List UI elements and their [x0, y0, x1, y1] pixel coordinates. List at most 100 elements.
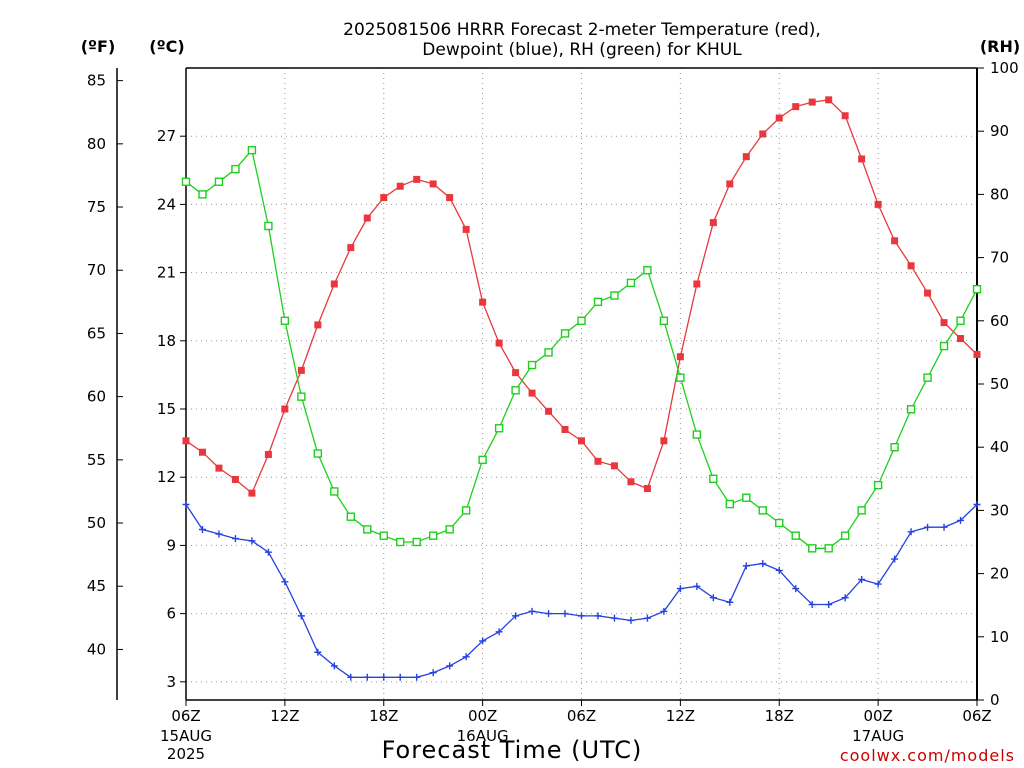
dewpoint-line [185, 504, 978, 678]
rh-tick-label: 20 [990, 565, 1009, 583]
rh-point [527, 360, 537, 370]
dewpoint-point [215, 530, 223, 538]
dewpoint-point [264, 548, 272, 556]
rh-point [412, 537, 421, 547]
celsius-tick-label: 12 [157, 468, 176, 486]
rh-point [742, 493, 751, 502]
rh-point [560, 329, 570, 338]
x-date-label: 15AUG [160, 727, 212, 745]
x-tick-label: 06Z [567, 707, 596, 725]
dewpoint-point [940, 523, 948, 531]
x-tick-label: 12Z [666, 707, 695, 725]
dewpoint-point [363, 673, 371, 681]
temperature-point [627, 478, 635, 486]
temperature-point [891, 237, 899, 245]
rh-point [264, 221, 273, 231]
fahrenheit-tick-label: 80 [87, 135, 106, 153]
rh-point [280, 316, 290, 325]
dewpoint-point [396, 673, 404, 681]
fahrenheit-tick-label: 85 [87, 72, 106, 90]
celsius-tick-label: 21 [157, 264, 176, 282]
fahrenheit-tick-label: 40 [87, 640, 106, 658]
temperature-point [429, 180, 437, 188]
dewpoint-point [413, 673, 421, 681]
temperature-point [759, 130, 767, 138]
celsius-tick-label: 18 [157, 332, 176, 350]
dewpoint-series [182, 500, 981, 681]
x-tick-label: 00Z [863, 707, 892, 725]
temperature-point [330, 280, 338, 288]
rh-point [247, 145, 257, 155]
temperature-point [742, 153, 750, 161]
temperature-point [643, 485, 651, 493]
rh-tick-label: 30 [990, 501, 1009, 519]
temperature-point [610, 462, 618, 470]
rh-series [181, 145, 982, 553]
rh-point [330, 487, 339, 496]
dewpoint-point [775, 566, 783, 574]
dewpoint-point [380, 673, 388, 681]
rh-point [297, 392, 306, 401]
fahrenheit-tick-label: 75 [87, 198, 106, 216]
dewpoint-point [957, 516, 965, 524]
rh-point [626, 278, 636, 288]
fahrenheit-tick-label: 60 [87, 388, 106, 406]
fahrenheit-tick-label: 70 [87, 261, 106, 279]
rh-point [972, 285, 982, 294]
fahrenheit-tick-label: 65 [87, 324, 106, 342]
rh-point [346, 512, 355, 521]
temperature-point [924, 289, 932, 297]
rh-tick-label: 90 [990, 122, 1009, 140]
x-date-label: 2025 [167, 745, 205, 763]
rh-point [906, 405, 916, 414]
temperature-point [479, 298, 487, 306]
x-tick-label: 06Z [962, 707, 991, 725]
rh-tick-label: 80 [990, 185, 1009, 203]
rh-point [214, 177, 224, 186]
dewpoint-point [841, 594, 849, 602]
rh-tick-label: 40 [990, 438, 1009, 456]
dewpoint-point [248, 537, 256, 545]
rh-point [181, 177, 191, 186]
dewpoint-point [643, 614, 651, 622]
temperature-point [363, 214, 371, 222]
dewpoint-point [429, 669, 437, 677]
dewpoint-point [512, 612, 520, 620]
temperature-point [561, 425, 569, 433]
chart-title-line-2: Dewpoint (blue), RH (green) for KHUL [422, 40, 742, 60]
rh-point [725, 499, 735, 509]
temperature-series [182, 96, 981, 497]
temperature-point [808, 98, 816, 106]
x-axis-title: Forecast Time (UTC) [382, 736, 643, 764]
rh-tick-label: 0 [990, 691, 1000, 709]
temperature-point [775, 114, 783, 122]
rh-point [643, 266, 652, 275]
temperature-point [182, 437, 190, 445]
temperature-point [413, 175, 421, 183]
dewpoint-point [891, 555, 899, 563]
temperature-point [940, 319, 948, 327]
dewpoint-point [924, 523, 932, 531]
temperature-point [462, 225, 470, 233]
fahrenheit-unit-label: (ºF) [81, 37, 116, 56]
dewpoint-point [281, 578, 289, 586]
rh-point [873, 480, 883, 490]
rh-point [890, 443, 899, 452]
celsius-tick-label: 9 [166, 536, 176, 554]
dewpoint-point [182, 500, 190, 508]
dewpoint-point [709, 594, 717, 602]
temperature-point [512, 369, 520, 377]
temperature-point [545, 407, 553, 415]
rh-unit-label: (RH) [980, 37, 1020, 56]
temperature-point [578, 437, 585, 445]
rh-point [593, 297, 603, 307]
temperature-point [264, 450, 272, 458]
dewpoint-point [874, 580, 882, 588]
rh-point [610, 291, 619, 300]
dewpoint-point [314, 648, 322, 656]
dewpoint-point [610, 614, 618, 622]
dewpoint-point [297, 612, 305, 620]
temperature-point [380, 194, 388, 202]
